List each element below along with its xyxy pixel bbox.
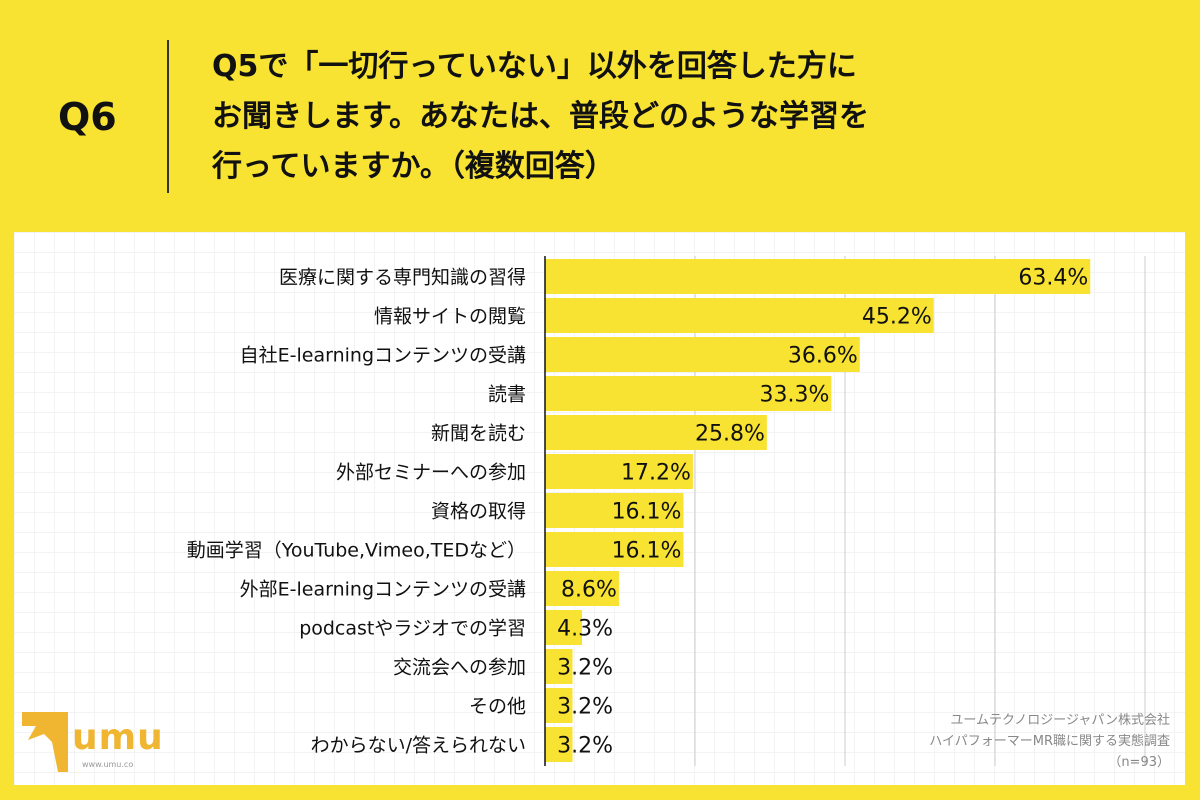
- footnote-sample-size: （n=93）: [1108, 755, 1170, 770]
- data-label: 8.6%: [561, 578, 617, 603]
- chart-title: Q5で「一切行っていない」以外を回答した方に お聞きします。あなたは、普段どのよ…: [212, 49, 869, 184]
- category-label: 外部セミナーへの参加: [336, 462, 526, 484]
- category-label: 資格の取得: [431, 501, 526, 523]
- data-label: 36.6%: [788, 344, 858, 369]
- bar: [545, 571, 619, 606]
- data-label: 3.2%: [557, 734, 613, 759]
- bar: [545, 298, 934, 333]
- data-label: 4.3%: [557, 617, 613, 642]
- data-label: 45.2%: [862, 305, 932, 330]
- data-label: 3.2%: [557, 656, 613, 681]
- bar: [545, 493, 684, 528]
- category-label: 医療に関する専門知識の習得: [279, 267, 526, 289]
- category-label: 外部E-learningコンテンツの受講: [240, 579, 526, 601]
- bar: [545, 532, 684, 567]
- logo-text: umu: [72, 717, 164, 758]
- data-label: 25.8%: [695, 422, 765, 447]
- data-label: 16.1%: [612, 500, 682, 525]
- bar: [545, 337, 860, 372]
- category-label: その他: [469, 696, 526, 718]
- bar: [545, 649, 573, 684]
- category-label: 読書: [488, 384, 526, 406]
- bar: [545, 259, 1091, 294]
- bar: [545, 727, 573, 762]
- data-label: 33.3%: [759, 383, 829, 408]
- data-label: 63.4%: [1018, 266, 1088, 291]
- footnote-survey: ハイパフォーマーMR職に関する実態調査: [929, 734, 1170, 749]
- bar: [545, 415, 767, 450]
- data-label: 17.2%: [621, 461, 691, 486]
- footnote: ユームテクノロジージャパン株式会社 ハイパフォーマーMR職に関する実態調査 （n…: [929, 710, 1170, 773]
- question-number: Q6: [58, 95, 117, 139]
- data-label: 16.1%: [612, 539, 682, 564]
- category-label: 新聞を読む: [431, 423, 526, 445]
- bar: [545, 454, 693, 489]
- umu-giraffe-logo-icon: [22, 712, 68, 772]
- divider: [167, 40, 169, 193]
- category-label: 動画学習（YouTube,Vimeo,TEDなど）: [187, 540, 526, 562]
- logo-url: www.umu.co: [82, 760, 134, 769]
- bar: [545, 688, 573, 723]
- bar: [545, 376, 832, 411]
- footnote-company: ユームテクノロジージャパン株式会社: [950, 713, 1170, 728]
- category-label: わからない/答えられない: [311, 735, 526, 757]
- category-label: 情報サイトの閲覧: [374, 306, 526, 328]
- category-label: 交流会への参加: [393, 657, 526, 679]
- data-label: 3.2%: [557, 695, 613, 720]
- bar: [545, 610, 582, 645]
- category-label: podcastやラジオでの学習: [299, 618, 526, 640]
- category-label: 自社E-learningコンテンツの受講: [240, 345, 526, 367]
